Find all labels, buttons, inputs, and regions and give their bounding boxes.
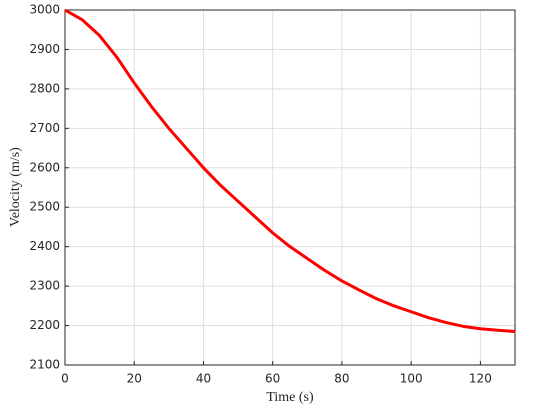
y-tick-label: 2400: [29, 239, 60, 253]
y-tick-label: 2600: [29, 160, 60, 174]
plot-frame: [64, 9, 516, 366]
x-axis-label: Time (s): [266, 390, 314, 405]
x-tick-label: 0: [61, 372, 69, 386]
y-axis-label: Velocity (m/s): [8, 147, 23, 227]
x-tick-label: 120: [469, 372, 492, 386]
line: [64, 8, 516, 333]
x-tick-label: 80: [334, 372, 349, 386]
x-tick-label: 40: [196, 372, 211, 386]
y-tick-label: 3000: [29, 3, 60, 17]
y-tick-label: 2200: [29, 318, 60, 332]
x-tick-label: 20: [127, 372, 142, 386]
y-tick-label: 2100: [29, 358, 60, 372]
x-tick-label: 60: [265, 372, 280, 386]
y-tick-label: 2300: [29, 279, 60, 293]
y-tick-label: 2800: [29, 81, 60, 95]
x-tick-label: 100: [400, 372, 423, 386]
y-tick-label: 2500: [29, 200, 60, 214]
plot-area: [65, 10, 515, 365]
y-tick-label: 2900: [29, 42, 60, 56]
y-tick-label: 2700: [29, 121, 60, 135]
